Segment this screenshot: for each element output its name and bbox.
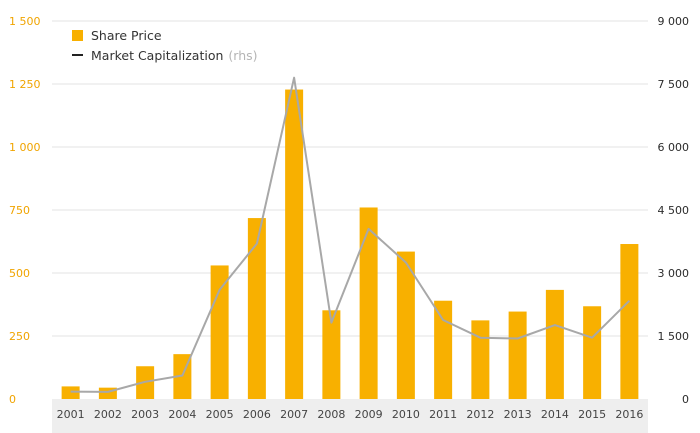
x-tick-label: 2014	[541, 408, 569, 421]
bar-2012	[471, 320, 490, 399]
bar-2015	[583, 306, 602, 399]
right-tick-label: 4 500	[658, 204, 690, 217]
x-tick-label: 2006	[243, 408, 271, 421]
left-tick-label: 1 250	[9, 78, 41, 91]
bar-2001	[61, 386, 80, 399]
left-tick-label: 1 500	[9, 15, 41, 28]
bar-series	[61, 89, 639, 399]
x-tick-label: 2001	[57, 408, 85, 421]
right-tick-label: 3 000	[658, 267, 690, 280]
x-tick-label: 2015	[578, 408, 606, 421]
legend-label-market-cap: Market Capitalization (rhs)	[91, 48, 258, 63]
legend: Share Price Market Capitalization (rhs)	[72, 28, 258, 63]
right-tick-label: 7 500	[658, 78, 690, 91]
bar-2006	[247, 218, 266, 399]
bar-2008	[322, 310, 341, 399]
bar-2002	[98, 387, 117, 399]
x-tick-label: 2009	[355, 408, 383, 421]
bar-2011	[434, 300, 453, 399]
x-tick-label: 2007	[280, 408, 308, 421]
right-tick-label: 1 500	[658, 330, 690, 343]
bar-2005	[210, 265, 229, 399]
legend-label-market-cap-suffix: (rhs)	[228, 48, 257, 63]
x-axis-ticks: 2001 2002 2003 2004 2005 2006 2007 2008 2009 2010…	[57, 408, 644, 421]
left-tick-label: 750	[9, 204, 30, 217]
bar-2013	[508, 311, 527, 399]
left-tick-label: 500	[9, 267, 30, 280]
bar-2016	[620, 244, 639, 399]
market-cap-line	[70, 76, 631, 393]
x-tick-label: 2011	[429, 408, 457, 421]
line-series	[70, 76, 631, 393]
left-tick-label: 1 000	[9, 141, 41, 154]
legend-label-share-price: Share Price	[91, 28, 162, 43]
grid-lines	[52, 20, 648, 337]
bar-2009	[359, 207, 378, 399]
bar-2007	[285, 89, 304, 399]
x-tick-label: 2010	[392, 408, 420, 421]
x-tick-label: 2004	[168, 408, 196, 421]
x-tick-label: 2005	[206, 408, 234, 421]
x-tick-label: 2013	[504, 408, 532, 421]
right-axis-ticks: 0 1 500 3 000 4 500 6 000 7 500 9 000	[658, 15, 690, 406]
left-axis-ticks: 0 250 500 750 1 000 1 250 1 500	[9, 15, 41, 406]
left-tick-label: 250	[9, 330, 30, 343]
bar-2010	[396, 251, 415, 399]
right-tick-label: 0	[682, 393, 689, 406]
left-tick-label: 0	[9, 393, 16, 406]
x-tick-label: 2008	[317, 408, 345, 421]
x-tick-label: 2002	[94, 408, 122, 421]
legend-label-market-cap-text: Market Capitalization	[91, 48, 223, 63]
x-axis-band	[52, 399, 648, 433]
right-tick-label: 6 000	[658, 141, 690, 154]
right-tick-label: 9 000	[658, 15, 690, 28]
legend-swatch-share-price	[72, 30, 83, 41]
x-tick-label: 2003	[131, 408, 159, 421]
x-tick-label: 2016	[615, 408, 643, 421]
bar-2014	[545, 289, 564, 399]
x-tick-label: 2012	[466, 408, 494, 421]
